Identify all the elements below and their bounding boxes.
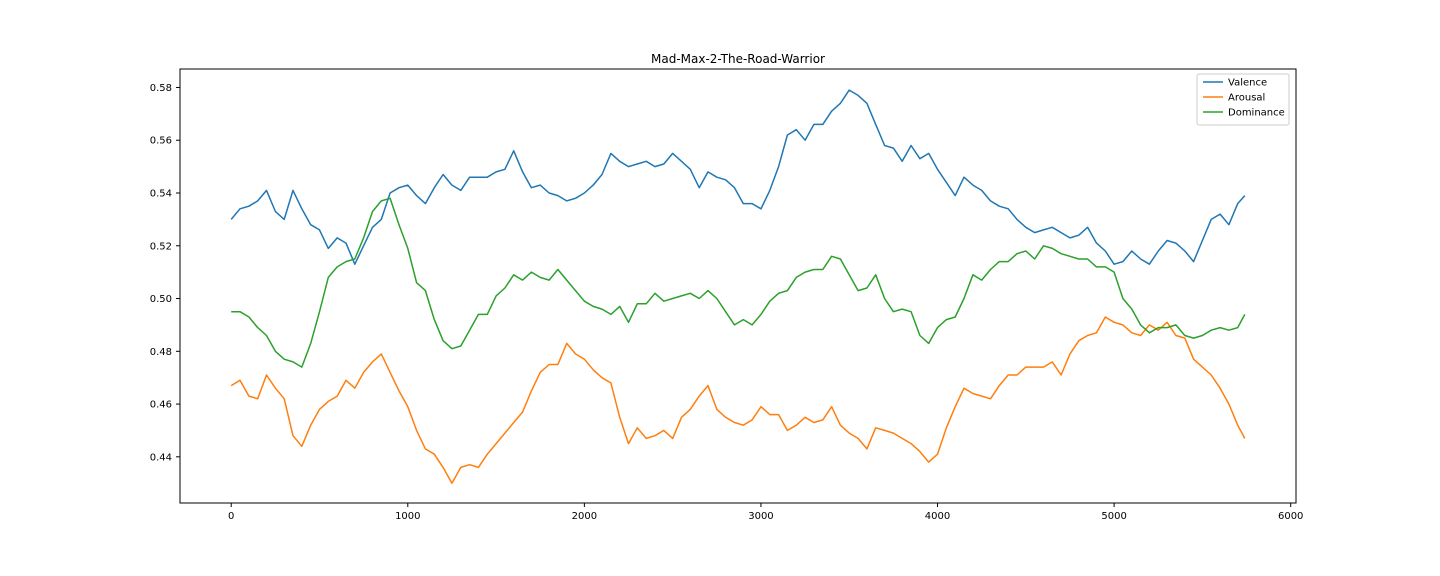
y-tick-label: 0.52 [150, 241, 172, 252]
x-axis: 0 1000 2000 3000 4000 5000 6000 [228, 503, 1303, 522]
y-tick-label: 0.44 [150, 452, 172, 463]
y-tick-label: 0.50 [150, 294, 172, 305]
legend: Valence Arousal Dominance [1196, 73, 1290, 126]
legend-label-dominance: Dominance [1228, 108, 1285, 119]
legend-label-arousal: Arousal [1228, 93, 1265, 104]
y-axis: 0.44 0.46 0.48 0.50 0.52 0.54 0.56 0.58 [150, 83, 180, 463]
y-tick-label: 0.48 [150, 347, 172, 358]
x-tick-label: 6000 [1278, 511, 1303, 522]
y-tick-label: 0.54 [150, 189, 172, 200]
x-tick-label: 4000 [925, 511, 950, 522]
x-tick-label: 0 [228, 511, 234, 522]
chart-title: Mad-Max-2-The-Road-Warrior [651, 52, 825, 66]
series-layer [230, 89, 1246, 484]
y-tick-label: 0.46 [150, 400, 172, 411]
series-line-valence [230, 89, 1246, 265]
x-tick-label: 1000 [395, 511, 420, 522]
y-tick-label: 0.58 [150, 83, 172, 94]
legend-label-valence: Valence [1228, 78, 1267, 89]
x-tick-label: 2000 [572, 511, 597, 522]
series-line-arousal [230, 316, 1246, 484]
series-line-dominance [231, 197, 1246, 368]
x-tick-label: 5000 [1101, 511, 1126, 522]
y-tick-label: 0.56 [150, 136, 172, 147]
x-tick-label: 3000 [748, 511, 773, 522]
plot-frame [179, 68, 1297, 504]
